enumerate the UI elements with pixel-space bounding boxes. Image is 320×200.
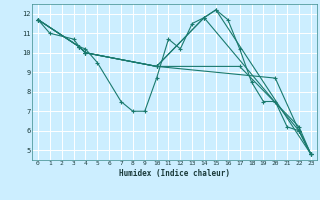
X-axis label: Humidex (Indice chaleur): Humidex (Indice chaleur) — [119, 169, 230, 178]
